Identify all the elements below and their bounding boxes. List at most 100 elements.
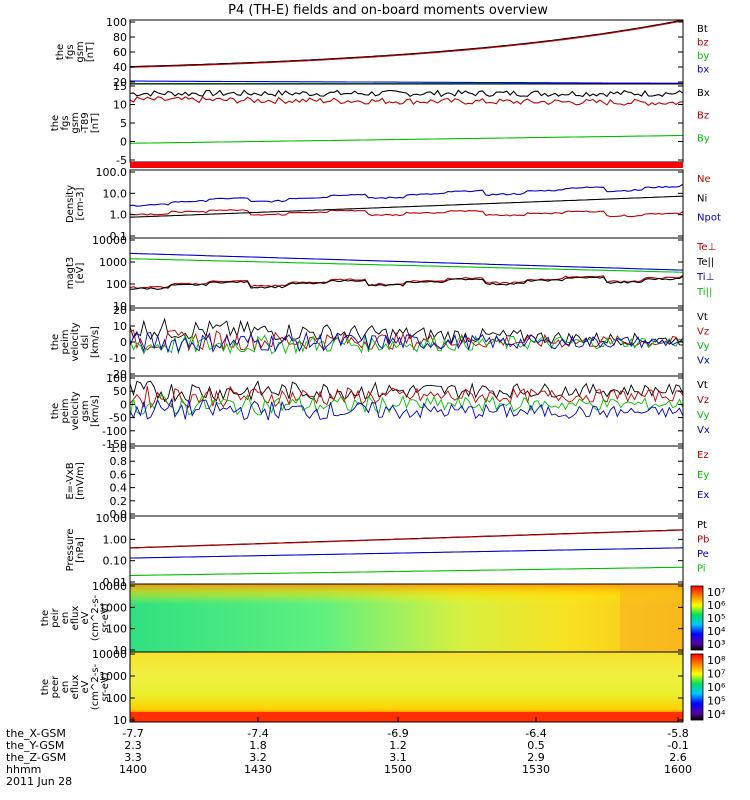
y-tick-label: 10000 [92, 580, 127, 593]
x-tick-value: 3.1 [389, 751, 407, 764]
y-axis-label-line: [nT] [90, 113, 101, 133]
series-line-density-1 [129, 195, 684, 218]
legend-entry: Npot [697, 213, 721, 224]
series-line-peim_gsm-2 [129, 393, 684, 417]
panel-peer_eflux: 10⁸10⁷10⁶10⁵10⁴10000100010010thepeerenef… [40, 648, 726, 727]
y-tick-label: 10 [113, 300, 127, 313]
x-tick-value: 2.9 [527, 751, 545, 764]
legend-entry: Te⊥ [696, 242, 716, 253]
y-tick-label: 0.01 [103, 576, 128, 589]
y-axis-label-line: eV [80, 680, 91, 693]
legend-entry: Vy [697, 341, 710, 352]
colorbar-tick: 10⁷ [707, 668, 725, 681]
y-axis-label-line: sr-eV) [100, 672, 111, 701]
y-axis-label-line: velocity [70, 322, 81, 361]
y-axis-label-line: peim [60, 398, 71, 423]
y-axis-label-line: eflux [70, 675, 81, 700]
y-tick-label: 100 [106, 372, 127, 385]
y-axis-label: E=-VxB[mV/m] [65, 462, 86, 500]
y-tick-label: 10 [113, 644, 127, 657]
y-tick-label: 0.10 [103, 555, 128, 568]
series-line-peim_gsm-3 [129, 397, 684, 421]
series-line-pressure-2 [129, 547, 684, 559]
x-tick-value: 3.2 [249, 751, 267, 764]
series-line-fgs_gsm-3 [130, 80, 683, 84]
series-line-peim_gsm-0 [129, 380, 684, 403]
y-axis-label-line: the [50, 334, 61, 350]
legend-entry: Ne [697, 174, 711, 185]
legend-entry: Vy [697, 410, 710, 421]
colorbar-tick: 10⁷ [707, 586, 725, 599]
y-tick-label: 10000 [92, 648, 127, 661]
y-axis-label-line: en [60, 681, 71, 694]
colorbar-tick: 10⁶ [707, 681, 726, 694]
series-line-magt3-3 [129, 258, 684, 273]
x-row-label: the_Z-GSM [6, 751, 66, 764]
y-axis-label-line: [eV] [75, 263, 86, 284]
y-axis-label-line: [nT] [85, 42, 96, 62]
y-axis-label-line: the [40, 679, 51, 695]
axes-box [129, 651, 684, 723]
y-axis-label-line: -T89 [80, 112, 91, 134]
series-line-fgs_gsm_t89-0 [129, 89, 684, 98]
y-tick-label: 10 [113, 320, 127, 333]
legend-entry: By [697, 133, 710, 144]
y-axis-label-line: peer [50, 675, 61, 699]
y-tick-label: -150 [102, 438, 127, 451]
colorbar-gradient [690, 585, 704, 651]
series-line-peim_dsl-0 [129, 317, 684, 346]
y-axis-label-line: gsm [80, 400, 91, 421]
x-tick-value: 1.2 [389, 739, 407, 752]
y-tick-label: 60 [113, 46, 127, 59]
x-row-label: the_Y-GSM [6, 739, 64, 752]
panel-pressure: 10.00 1.00 0.10 0.01 Pressure[nPa] Pt Pb Pe Pi [65, 512, 709, 589]
panel-magt3: 10000 1000 100 10 magt3[eV] Te⊥ Te|| Ti⊥ Ti|| [65, 234, 716, 313]
y-tick-label: 0.6 [110, 468, 128, 481]
axes-box [129, 445, 684, 517]
y-tick-label: 100 [106, 278, 127, 291]
y-tick-label: 50 [113, 385, 127, 398]
y-tick-label: 15 [113, 80, 127, 93]
x-tick-value: 1.8 [249, 739, 267, 752]
y-axis-label: thepeimvelocitygsm[km/s] [50, 391, 101, 430]
y-tick-label: 0 [120, 398, 127, 411]
y-axis-label-line: eV [80, 611, 91, 624]
y-tick-label: -5 [116, 154, 127, 167]
y-axis-label: thefgsgsm[nT] [55, 41, 96, 62]
x-tick-value: -7.4 [247, 727, 268, 740]
legend-entry: Bz [697, 111, 709, 122]
y-tick-label: 1.0 [110, 442, 128, 455]
y-tick-label: 100 [106, 692, 127, 705]
legend-entry: Pe [697, 549, 709, 560]
colorbar-tick: 10⁵ [707, 612, 725, 625]
y-axis-label-line: [nPa] [75, 537, 86, 563]
y-axis-label-line: magt3 [65, 257, 76, 290]
y-axis-label-line: dsl [80, 335, 91, 349]
legend-entry: by [697, 51, 709, 62]
y-axis-label-line: Density [65, 185, 76, 223]
y-axis-label-line: eflux [70, 606, 81, 631]
y-tick-label: 1000 [99, 256, 127, 269]
legend-entry: bx [697, 65, 709, 76]
axes-box [129, 169, 684, 239]
axes-box [129, 237, 684, 309]
y-tick-label: 10.0 [103, 187, 128, 200]
x-row-label: the_X-GSM [6, 727, 66, 740]
x-tick-value: 1400 [119, 763, 147, 776]
series-line-peim_dsl-3 [129, 330, 684, 354]
y-tick-label: 0.4 [110, 482, 128, 495]
y-tick-label: -10 [109, 352, 127, 365]
axes-box [129, 375, 684, 447]
series-line-magt3-1 [130, 275, 684, 290]
y-tick-label: 80 [113, 31, 127, 44]
y-axis-label: Pressure[nPa] [65, 529, 86, 572]
colorbar-tick: 10⁴ [707, 625, 726, 638]
y-tick-label: 1000 [99, 670, 127, 683]
colorbar-tick: 10⁴ [707, 708, 726, 721]
y-tick-label: 10 [113, 99, 127, 112]
series-line-fgs_gsm_t89-2 [129, 134, 683, 144]
x-tick-value: -7.7 [122, 727, 143, 740]
series-line-peim_gsm-1 [129, 385, 684, 409]
